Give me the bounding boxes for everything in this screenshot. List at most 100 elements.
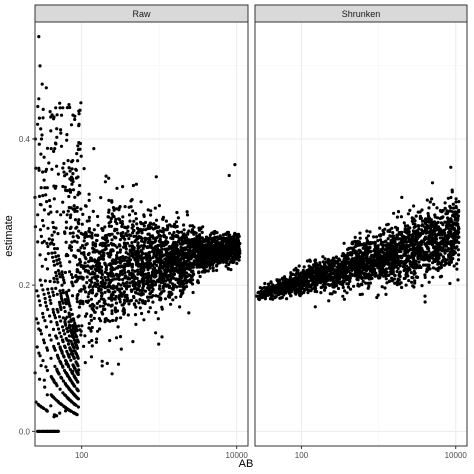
- data-point: [154, 218, 159, 222]
- data-point: [180, 272, 184, 276]
- data-point: [185, 213, 190, 217]
- data-point: [91, 209, 95, 213]
- data-point: [189, 275, 194, 279]
- data-point: [90, 344, 94, 348]
- data-point: [140, 239, 144, 243]
- data-point: [162, 276, 166, 281]
- data-point: [107, 289, 111, 293]
- data-point: [188, 267, 192, 271]
- data-point: [146, 267, 150, 272]
- data-point: [103, 302, 108, 306]
- data-point: [135, 237, 139, 241]
- data-point: [98, 304, 102, 308]
- data-point: [113, 220, 118, 224]
- data-point: [189, 280, 193, 284]
- data-point: [309, 285, 313, 289]
- data-point: [120, 224, 124, 229]
- data-point: [79, 207, 83, 211]
- data-point: [46, 252, 51, 256]
- data-point: [172, 234, 176, 238]
- data-point: [119, 316, 123, 320]
- data-point: [133, 313, 138, 317]
- data-point: [356, 239, 360, 243]
- data-point: [73, 114, 77, 118]
- data-point: [52, 225, 56, 229]
- data-point: [201, 251, 205, 255]
- data-point: [315, 290, 319, 294]
- data-point: [37, 194, 42, 198]
- data-point: [432, 202, 436, 206]
- data-point: [49, 115, 53, 119]
- data-point: [55, 307, 59, 312]
- data-point: [204, 260, 208, 264]
- data-point: [177, 230, 181, 234]
- data-point: [41, 288, 45, 292]
- data-point: [312, 263, 316, 267]
- data-point: [41, 311, 45, 316]
- data-point: [224, 264, 228, 268]
- data-point: [72, 318, 76, 322]
- data-point: [51, 327, 56, 331]
- data-point: [204, 246, 208, 250]
- data-point: [52, 293, 56, 297]
- data-point: [360, 253, 364, 257]
- data-point: [61, 328, 66, 333]
- data-point: [80, 324, 84, 328]
- data-point: [162, 253, 166, 257]
- data-point: [263, 281, 267, 286]
- data-point: [37, 299, 42, 303]
- data-point: [164, 274, 168, 278]
- data-point: [163, 261, 167, 265]
- data-point: [198, 274, 202, 279]
- data-point: [44, 193, 48, 197]
- data-point: [114, 258, 118, 262]
- data-point: [139, 265, 144, 269]
- data-point: [187, 241, 191, 245]
- data-point: [146, 208, 150, 212]
- data-point: [353, 274, 357, 278]
- data-point: [58, 101, 62, 105]
- data-point: [107, 263, 111, 267]
- data-point: [442, 263, 446, 267]
- data-point: [168, 223, 172, 227]
- data-point: [68, 260, 72, 264]
- data-point: [55, 323, 59, 327]
- data-point: [428, 200, 432, 204]
- data-point: [48, 204, 52, 208]
- data-point: [46, 226, 50, 230]
- data-point: [64, 240, 68, 244]
- data-point: [47, 237, 51, 241]
- data-point: [456, 248, 460, 252]
- data-point: [135, 283, 140, 287]
- data-point: [73, 384, 77, 388]
- data-point: [228, 260, 232, 264]
- data-point: [167, 254, 171, 258]
- data-point: [77, 368, 81, 372]
- data-point: [117, 217, 121, 221]
- data-point: [154, 244, 158, 249]
- data-point: [40, 82, 44, 86]
- data-point: [107, 176, 111, 180]
- data-point: [395, 269, 399, 274]
- y-tick-label: 0.2: [19, 281, 31, 290]
- data-point: [376, 293, 380, 297]
- data-point: [63, 270, 67, 275]
- data-point: [313, 305, 317, 309]
- data-point: [56, 429, 60, 433]
- data-point: [45, 186, 49, 190]
- data-point: [60, 325, 65, 329]
- data-point: [54, 286, 58, 290]
- data-point: [218, 243, 222, 248]
- data-point: [402, 221, 406, 225]
- data-point: [50, 167, 54, 171]
- data-point: [106, 303, 110, 307]
- data-point: [61, 301, 65, 305]
- data-point: [147, 275, 151, 279]
- data-point: [94, 340, 98, 344]
- data-point: [347, 246, 351, 250]
- data-point: [115, 245, 119, 249]
- data-point: [192, 225, 196, 229]
- data-point: [73, 117, 77, 122]
- data-point: [175, 210, 179, 215]
- data-point: [174, 233, 178, 238]
